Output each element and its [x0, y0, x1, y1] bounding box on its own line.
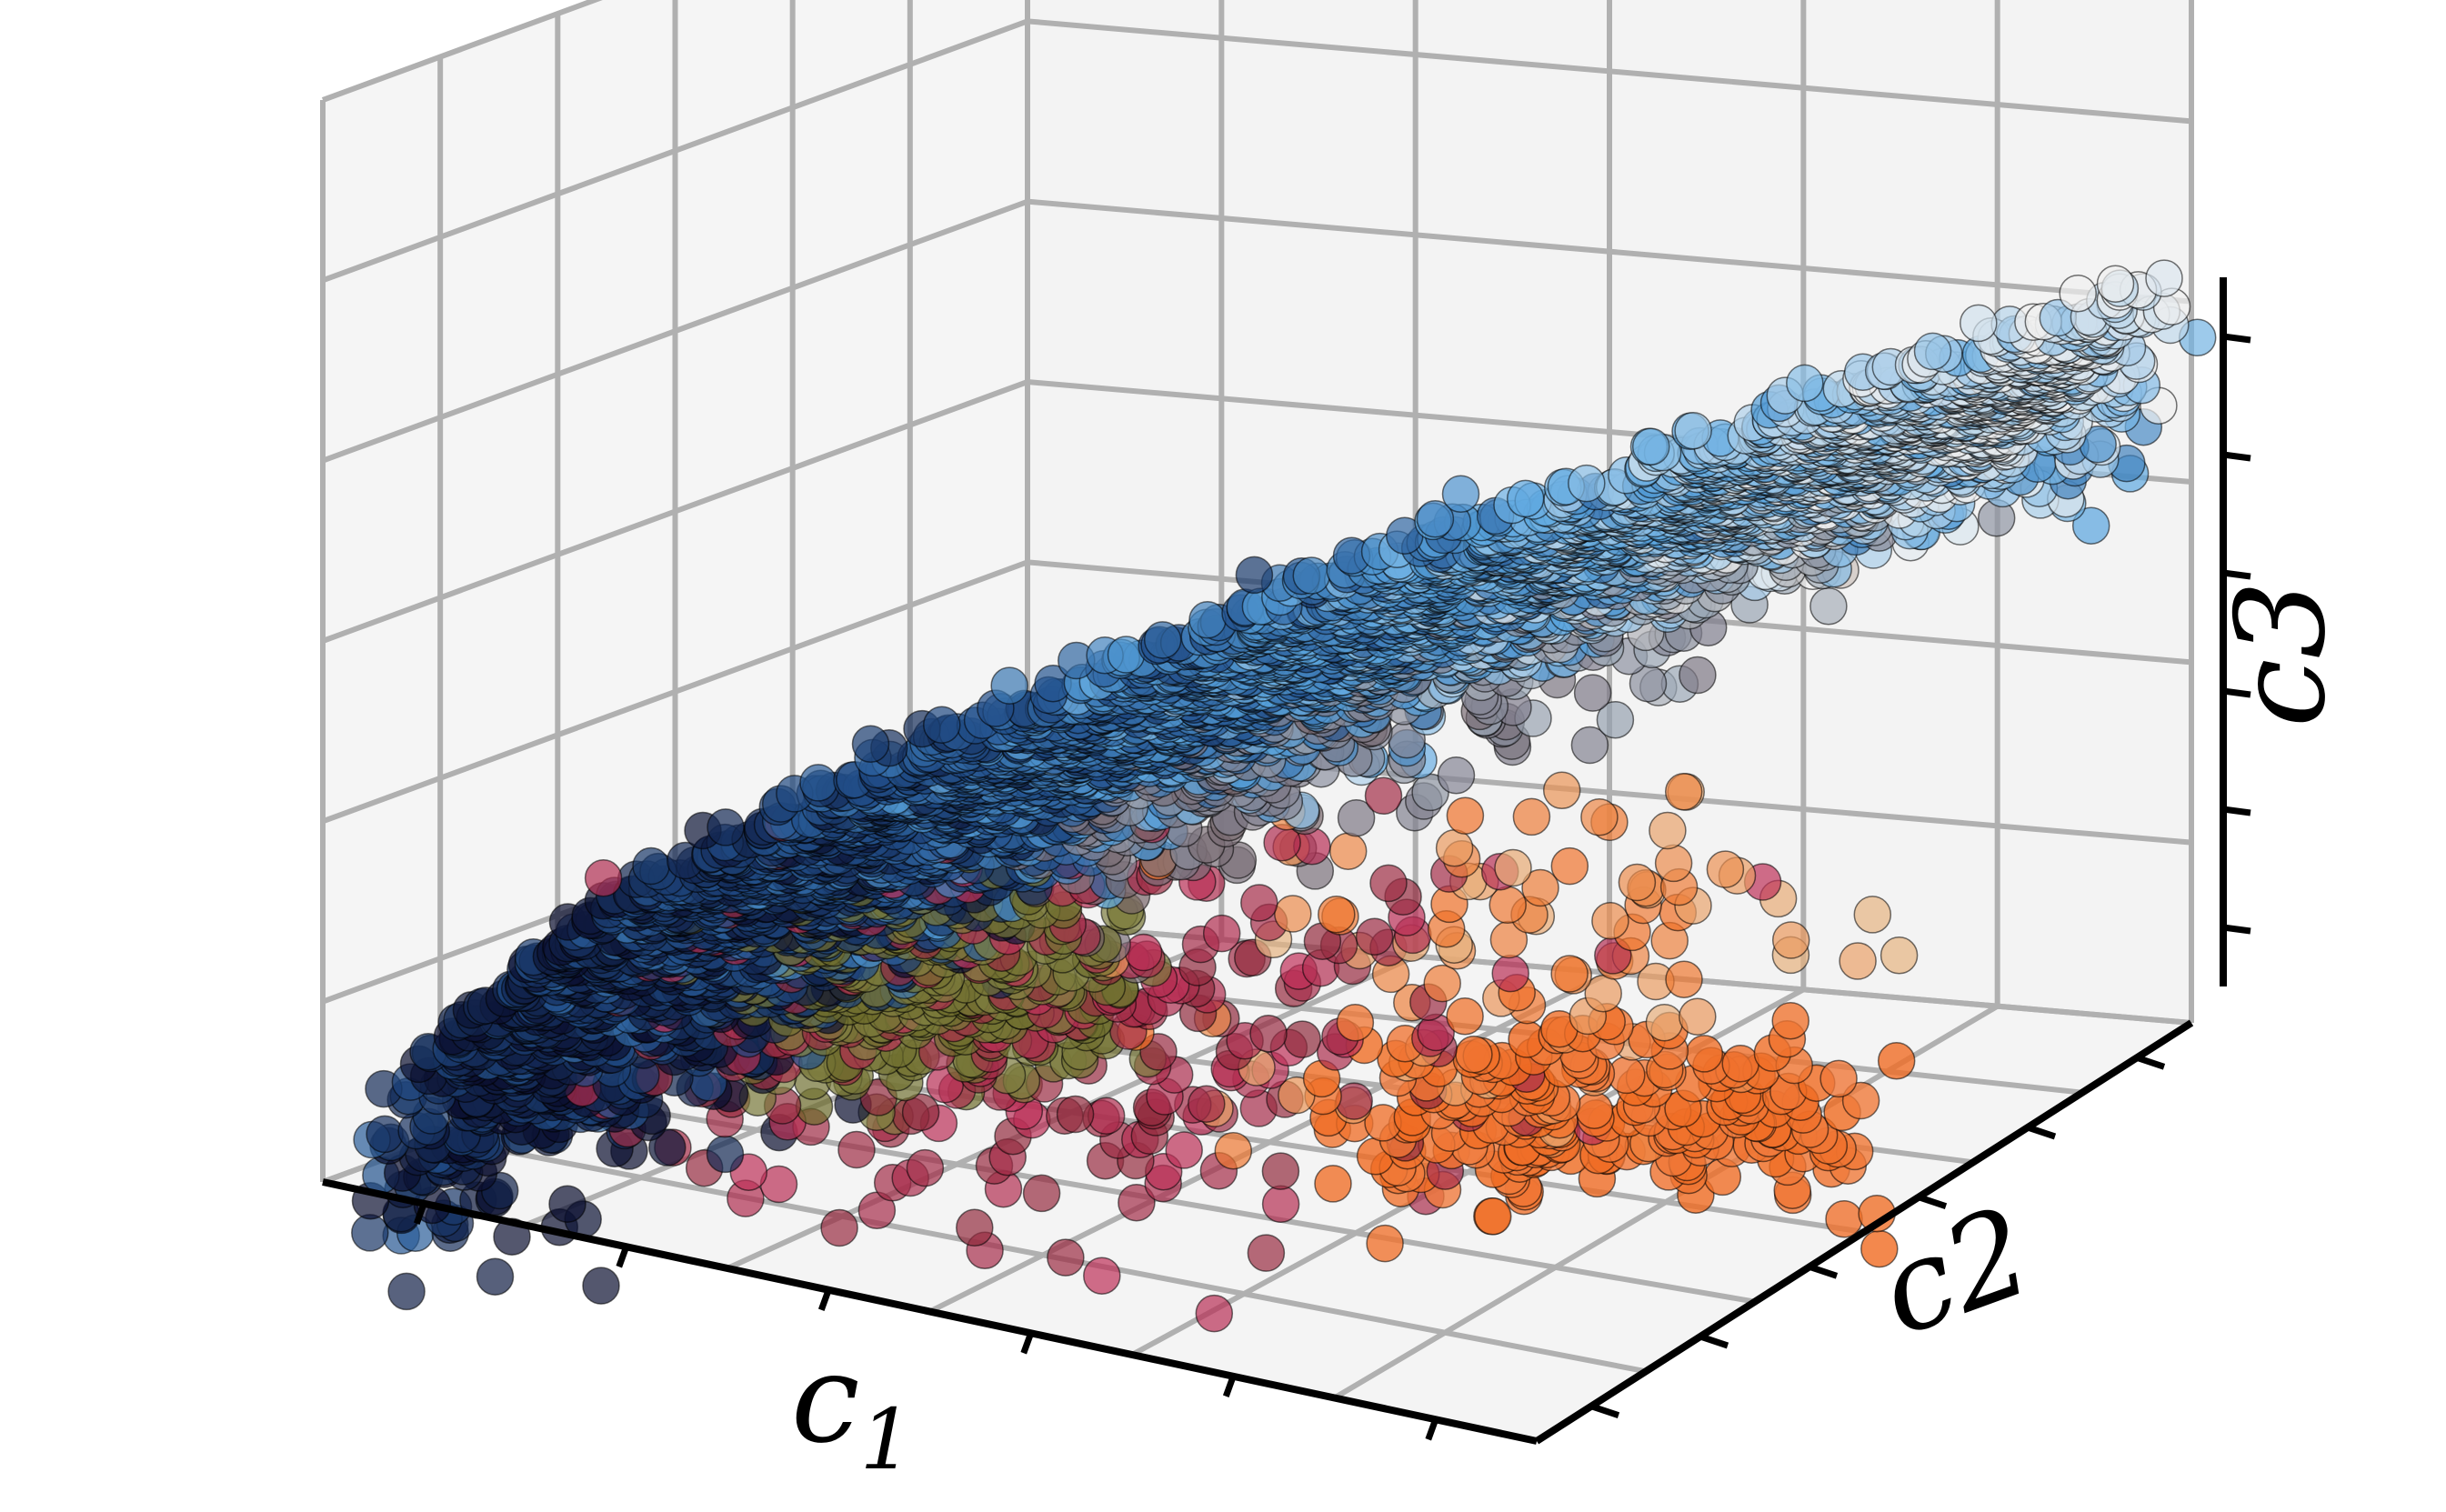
- scatter-point: [1328, 832, 1368, 870]
- scatter-point: [851, 725, 890, 764]
- scatter-point: [1118, 1183, 1156, 1222]
- scatter-point: [1195, 1294, 1234, 1333]
- scatter-point: [1679, 997, 1717, 1036]
- scatter-point: [548, 1185, 586, 1223]
- scatter-point: [1124, 933, 1163, 972]
- scatter-point: [820, 1208, 858, 1247]
- scatter-point: [1240, 884, 1278, 922]
- scatter-point: [1685, 1035, 1724, 1073]
- scatter-point: [1853, 896, 1892, 934]
- scatter-point: [706, 1135, 745, 1174]
- scatter-point: [1283, 1020, 1321, 1058]
- scatter-point: [1235, 556, 1274, 595]
- scatter-point: [956, 1208, 994, 1247]
- left-wall-gridline: [321, 0, 603, 103]
- scatter-point: [1542, 771, 1581, 810]
- scatter-point: [1188, 601, 1227, 639]
- scatter-point: [1314, 1165, 1352, 1203]
- scatter-point: [1494, 848, 1532, 887]
- scatter-point: [1247, 1234, 1286, 1272]
- scatter-point: [1580, 798, 1619, 836]
- scatter-point: [1568, 464, 1606, 503]
- scatter-point: [1573, 674, 1612, 712]
- scatter-point: [1591, 902, 1629, 940]
- scatter-point: [901, 1093, 940, 1132]
- scatter-point: [1512, 797, 1551, 836]
- scatter-point: [1649, 811, 1687, 850]
- scatter-point: [632, 846, 670, 886]
- scatter-point: [1706, 850, 1745, 888]
- scatter-point: [1369, 864, 1408, 903]
- scatter-point: [1550, 846, 1589, 886]
- scatter-point: [1550, 955, 1589, 993]
- scatter-point: [1839, 942, 1877, 980]
- scatter-point: [1202, 914, 1241, 953]
- data-points: [351, 259, 2217, 1333]
- scatter-point: [799, 764, 837, 802]
- scatter-point: [366, 1115, 404, 1154]
- scatter-point: [1825, 1200, 1863, 1238]
- scatter-point: [1771, 921, 1810, 959]
- scatter-point: [1214, 1131, 1253, 1170]
- scatter-point: [1474, 1197, 1512, 1236]
- scatter-point: [1618, 863, 1657, 902]
- scatter-point: [1491, 954, 1529, 993]
- scatter-point: [1455, 1036, 1493, 1074]
- scatter-point: [1423, 964, 1461, 1003]
- scatter-point: [1877, 1042, 1916, 1080]
- scatter-point: [1335, 1082, 1373, 1120]
- scatter-point: [1819, 1059, 1858, 1098]
- scatter-point: [1435, 829, 1474, 867]
- scatter-point: [1809, 587, 1848, 626]
- scatter-point: [351, 1214, 389, 1252]
- scatter-point: [1292, 556, 1331, 595]
- scatter-point: [1446, 796, 1485, 835]
- scatter-point: [1506, 479, 1545, 518]
- scatter-point: [1721, 1045, 1759, 1083]
- scatter-point: [387, 1272, 426, 1311]
- scatter-point: [1880, 936, 1919, 975]
- scatter-point: [1771, 1001, 1809, 1040]
- scatter-point: [990, 666, 1028, 705]
- scatter-point: [1083, 1257, 1121, 1295]
- scatter-point: [707, 808, 745, 846]
- left-wall-gridline: [321, 18, 1029, 284]
- scatter-point: [1261, 1152, 1300, 1190]
- scatter-point: [1165, 1131, 1203, 1169]
- scatter-point: [1022, 1174, 1061, 1213]
- scatter-point: [1664, 773, 1703, 811]
- scatter-point: [1366, 1224, 1404, 1263]
- scatter-point: [1665, 960, 1703, 998]
- scatter-point: [1654, 844, 1693, 883]
- scatter-point: [1143, 621, 1182, 659]
- scatter-point: [1645, 1003, 1684, 1042]
- scatter-point: [1355, 917, 1394, 956]
- scatter-point: [1261, 1185, 1300, 1224]
- scatter-point: [582, 1267, 620, 1305]
- scatter-point: [906, 1148, 945, 1187]
- scatter-point: [1679, 656, 1717, 695]
- scatter-point: [1047, 1238, 1085, 1277]
- back-wall-gridline: [1027, 18, 2192, 125]
- scatter-point: [1249, 1015, 1288, 1053]
- scatter-point: [476, 1257, 515, 1296]
- scatter-point: [1575, 1091, 1614, 1129]
- scatter-point: [1056, 1095, 1095, 1134]
- scatter-point: [1318, 895, 1356, 934]
- scatter-point: [837, 1130, 876, 1169]
- scatter-point: [1437, 756, 1476, 795]
- scatter-point: [1188, 1085, 1226, 1123]
- scatter-point: [1274, 895, 1312, 933]
- scatter-point: [923, 706, 961, 744]
- scatter-point: [1446, 997, 1484, 1036]
- scatter-point: [1336, 1003, 1375, 1042]
- scatter-point: [1441, 475, 1480, 514]
- scatter-point: [584, 859, 623, 897]
